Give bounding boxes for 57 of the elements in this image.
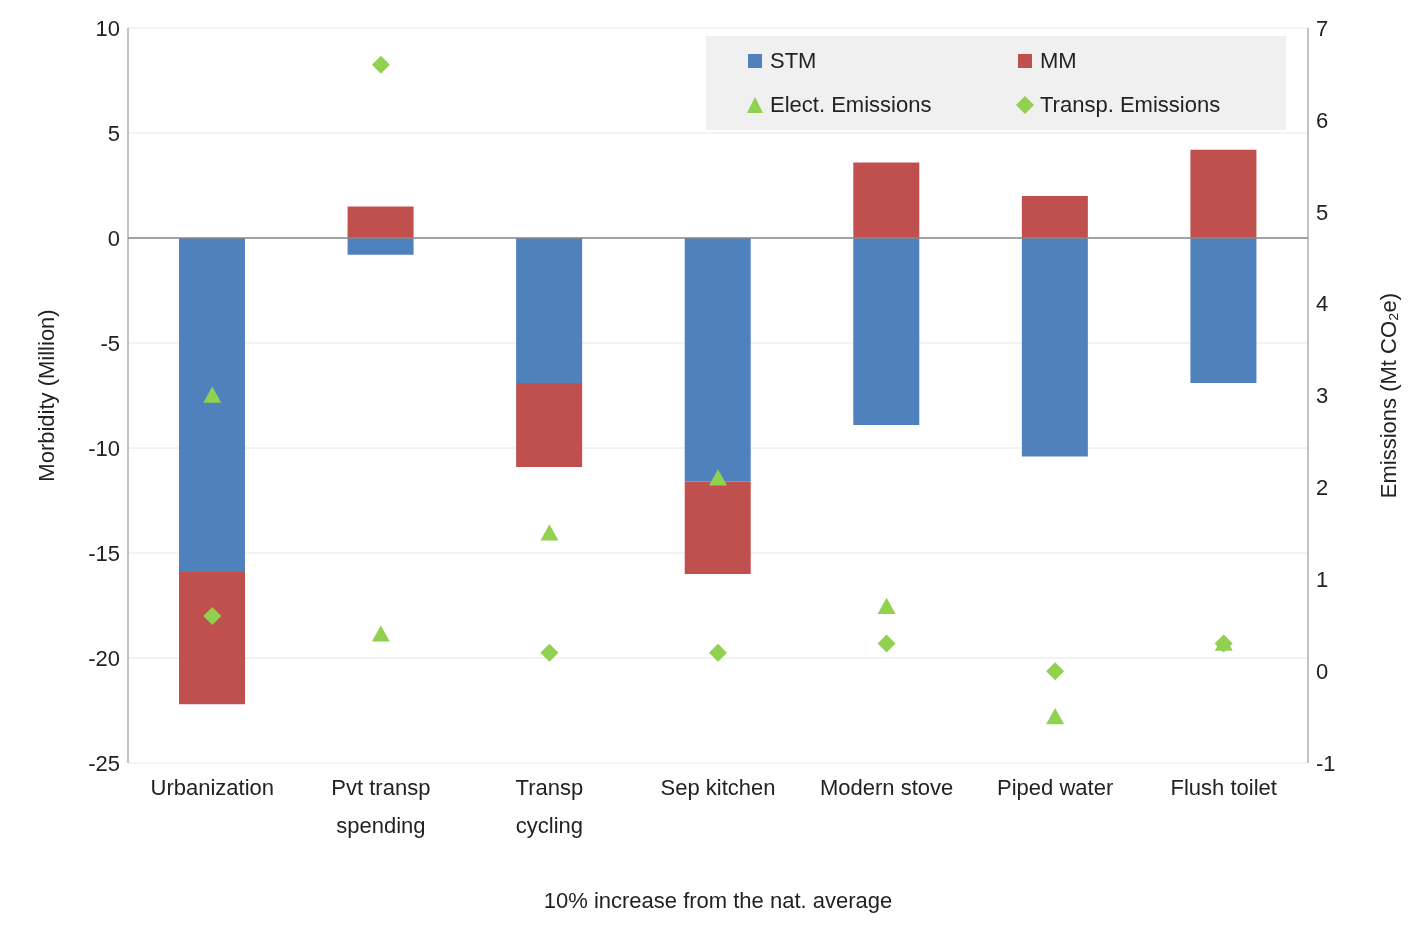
- y-tick-label: -15: [88, 540, 120, 566]
- point: [540, 643, 559, 662]
- point: [877, 597, 896, 615]
- y2-tick-label: 7: [1316, 15, 1329, 41]
- point: [1046, 662, 1065, 681]
- bar: [1021, 238, 1088, 457]
- point: [1046, 708, 1065, 725]
- bar: [347, 238, 414, 255]
- y2-tick-label: 2: [1316, 475, 1329, 501]
- y-tick-label: -5: [100, 330, 120, 356]
- y-tick-label: 0: [107, 225, 120, 251]
- y2-tick-label: -1: [1316, 750, 1336, 776]
- bar: [1021, 196, 1088, 238]
- point: [371, 55, 390, 74]
- point: [877, 634, 896, 653]
- y2-tick-label: 1: [1316, 567, 1329, 593]
- bar: [1190, 238, 1257, 383]
- bar: [179, 571, 245, 705]
- x-tick-label: Flush toilet: [1170, 775, 1277, 800]
- y-tick-label: -25: [88, 750, 120, 776]
- legend-label: Elect. Emissions: [770, 92, 932, 118]
- bar: [179, 238, 245, 572]
- x-tick-label: Sep kitchen: [660, 775, 776, 800]
- point: [371, 625, 390, 642]
- legend-label: Transp. Emissions: [1040, 92, 1221, 118]
- x-tick-label: Piped water: [997, 775, 1114, 800]
- y-tick-label: 5: [107, 120, 120, 146]
- point: [540, 524, 559, 541]
- y2-tick-label: 6: [1316, 107, 1329, 133]
- bar: [516, 382, 583, 467]
- bar: [1190, 149, 1257, 238]
- y-axis-title: Morbidity (Million): [33, 309, 59, 482]
- x-tick-label: Modern stove: [819, 775, 954, 800]
- bar: [516, 238, 583, 383]
- x-tick-label: Urbanization: [150, 775, 275, 800]
- bar: [684, 481, 751, 574]
- y2-tick-label: 3: [1316, 383, 1329, 409]
- bar: [853, 162, 920, 238]
- x-tick-label: Pvt transp spending: [331, 775, 431, 838]
- point: [709, 469, 727, 486]
- point: [203, 386, 222, 403]
- bar: [347, 206, 414, 238]
- y2-tick-label: 5: [1316, 199, 1329, 225]
- legend-label: STM: [770, 48, 817, 74]
- y-tick-label: -20: [88, 645, 120, 671]
- y-tick-label: 10: [95, 15, 120, 41]
- y2-axis-title: Emissions (Mt CO₂e): [1375, 292, 1401, 499]
- y-tick-label: -10: [88, 435, 120, 461]
- y2-tick-label: 4: [1316, 291, 1329, 317]
- point: [709, 643, 727, 662]
- point: [203, 607, 222, 625]
- bar: [853, 238, 920, 425]
- x-axis-title: 10% increase from the nat. average: [543, 888, 893, 913]
- legend-label: MM: [1040, 48, 1077, 74]
- x-tick-label: Transp cycling: [515, 775, 584, 838]
- y2-tick-label: 0: [1316, 658, 1329, 684]
- bar: [684, 238, 751, 482]
